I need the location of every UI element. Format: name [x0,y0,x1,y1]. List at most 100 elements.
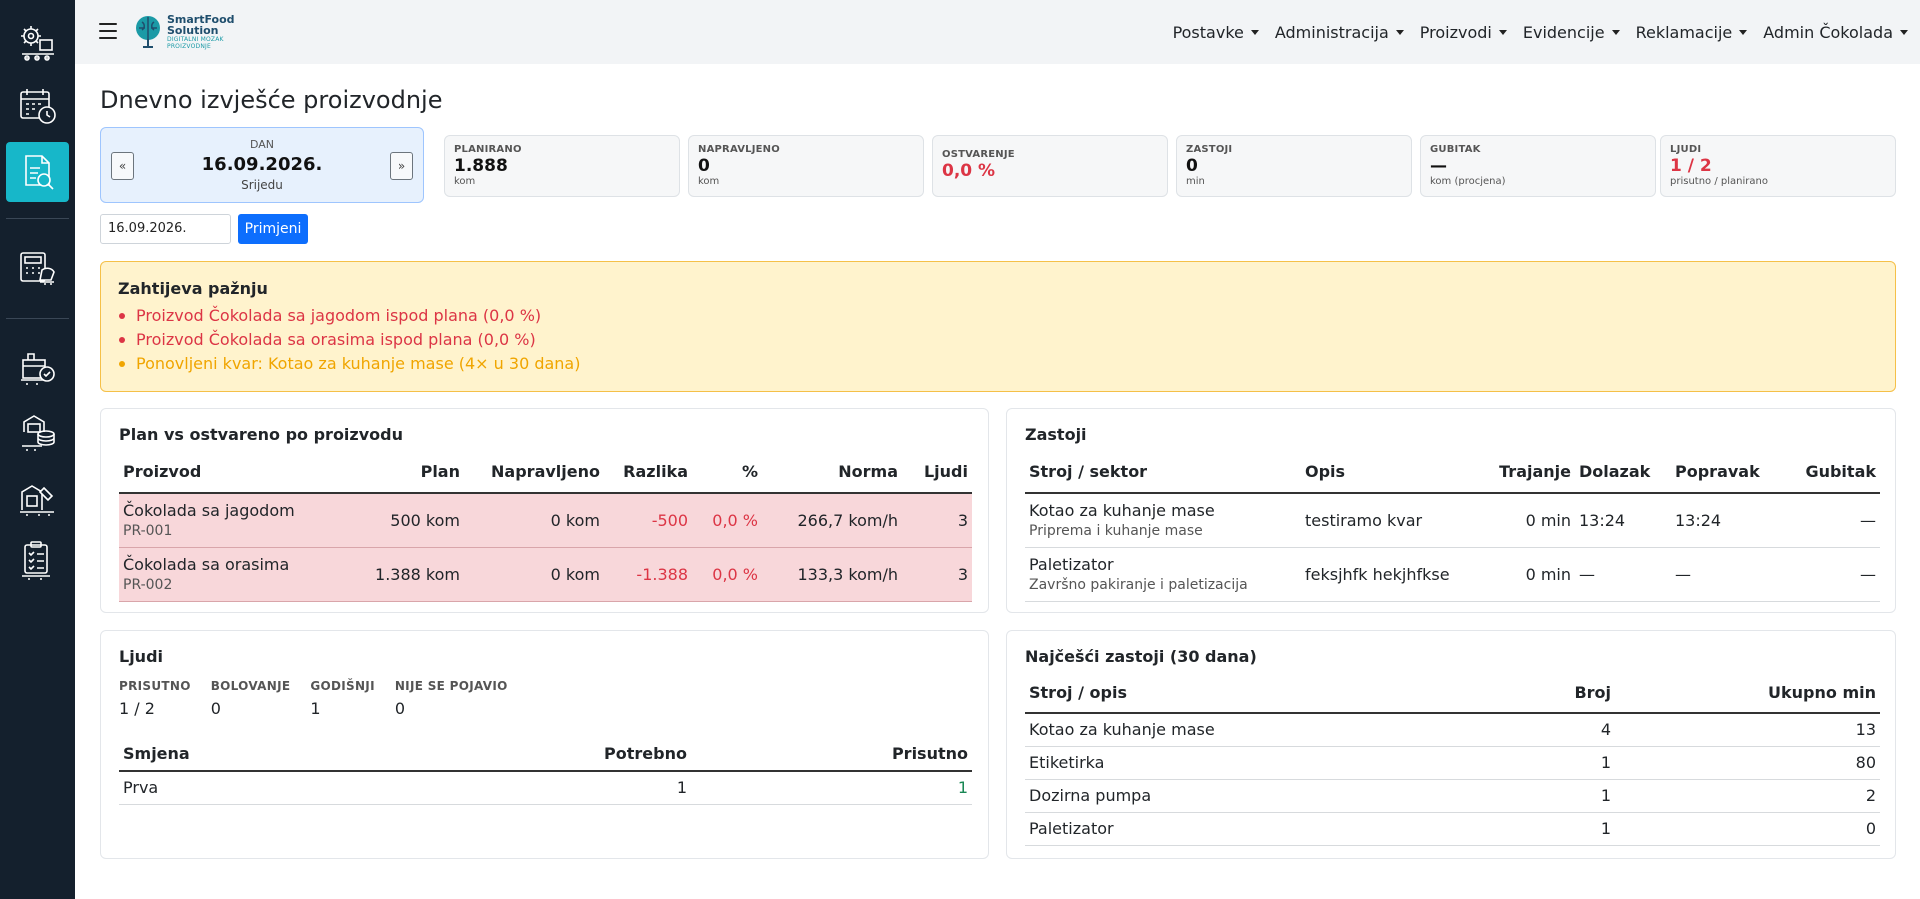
sector-name: Završno pakiranje i paletizacija [1029,577,1248,593]
machine-icon [19,485,54,516]
menu-toggle-icon[interactable] [99,23,117,39]
table-row[interactable]: Čokolada sa orasima PR-002 1.388 kom 0 ko… [119,547,972,602]
kpi-unit: min [1186,176,1205,187]
total-cell: 0 [1615,812,1880,846]
kpi-unit: kom [454,176,476,187]
kpi-unit: kom [698,176,720,187]
loss-cell: — [1785,547,1880,602]
nav-evidencije[interactable]: Evidencije [1523,23,1620,42]
present-cell: 1 [691,771,972,805]
caret-down-icon [1739,29,1748,35]
product-code: PR-001 [123,523,173,540]
col-header: Proizvod [119,451,347,494]
report-icon [24,155,54,190]
nav-label: Proizvodi [1419,22,1492,42]
col-header: Razlika [604,451,692,494]
nav-proizvodi[interactable]: Proizvodi [1420,23,1507,42]
day-label: DAN [249,138,275,151]
logo-subtitle-line1: DIGITALNI MOZAK [167,36,224,43]
coins-icon [21,415,55,451]
needed-cell: 1 [405,771,691,805]
people-cell: 3 [902,493,972,548]
kpi-achievement: OSTVARENJE 0,0 % [932,135,1168,197]
frequent-downtime-table: Stroj / opis Broj Ukupno min Kotao za ku… [1025,673,1880,846]
sidebar-item-calendar[interactable] [6,76,69,136]
alert-item-text: Proizvod Čokolada sa orasima ispod plana… [136,330,536,349]
nav-postavke[interactable]: Postavke [1173,23,1259,42]
bullet-icon [119,337,125,343]
col-header: Smjena [119,737,405,772]
caret-down-icon [1498,29,1507,35]
apply-button[interactable]: Primjeni [238,214,308,244]
col-header: % [692,451,762,494]
made-cell: 0 kom [464,547,604,602]
machine-name: Paletizator [1029,555,1114,574]
brand-logo[interactable]: SmartFood Solution DIGITALNI MOZAK PROIZ… [133,12,235,52]
sidebar-item-calculations[interactable] [6,238,69,298]
col-header: Opis [1301,451,1481,494]
duration-cell: 0 min [1481,547,1575,602]
sidebar-item-machines[interactable] [6,466,69,526]
stat-label: PRISUTNO [119,679,191,693]
table-row[interactable]: Dozirna pumpa 1 2 [1025,779,1880,813]
day-date: 16.09.2026. [201,154,323,175]
date-input[interactable]: 16.09.2026. [100,214,231,244]
people-stats: PRISUTNO 1 / 2 BOLOVANJE 0 GODIŠNJI 1 NIJE … [119,679,528,718]
kpi-label: ZASTOJI [1186,144,1233,155]
kpi-value: 0,0 % [942,161,996,181]
pct-cell: 0,0 % [692,547,762,602]
kpi-planned: PLANIRANO 1.888 kom [444,135,680,197]
nav-reklamacije[interactable]: Reklamacije [1636,23,1748,42]
caret-down-icon [1395,29,1404,35]
sidebar-item-settings[interactable] [6,12,69,72]
next-day-button[interactable]: » [390,152,413,180]
col-header: Stroj / sektor [1025,451,1301,494]
machine-cell: Paletizator Završno pakiranje i paletizac… [1025,547,1301,602]
count-cell: 1 [1405,779,1615,813]
settings-conveyor-icon [20,26,54,61]
machine-cell: Kotao za kuhanje mase Priprema i kuhanje … [1025,493,1301,548]
nav-administracija[interactable]: Administracija [1275,23,1404,42]
sidebar [0,0,75,899]
alert-item-text: Ponovljeni kvar: Kotao za kuhanje mase (… [136,354,581,373]
table-row[interactable]: Prva 1 1 [119,771,972,805]
table-row[interactable]: Paletizator Završno pakiranje i paletizac… [1025,547,1880,602]
sidebar-item-daily-report[interactable] [6,142,69,202]
kpi-unit: prisutno / planirano [1670,176,1768,187]
nav-label: Admin Čokolada [1763,22,1893,42]
table-row[interactable]: Kotao za kuhanje mase Priprema i kuhanje … [1025,493,1880,548]
day-weekday: Srijedu [241,178,283,192]
alert-item: Ponovljeni kvar: Kotao za kuhanje mase (… [118,352,1878,376]
sidebar-item-production[interactable] [6,338,69,398]
kpi-made: NAPRAVLJENO 0 kom [688,135,924,197]
table-row[interactable]: Paletizator 1 0 [1025,812,1880,846]
sidebar-item-checklists[interactable] [6,530,69,590]
table-row[interactable]: Kotao za kuhanje mase 4 13 [1025,713,1880,747]
product-name: Čokolada sa jagodom [123,501,295,521]
card-title: Ljudi [119,647,164,666]
stat-value: 0 [394,699,406,718]
table-row[interactable]: Čokolada sa jagodom PR-001 500 kom 0 kom … [119,493,972,548]
nav-label: Administracija [1274,22,1389,42]
kpi-value: 0 [698,156,710,176]
total-cell: 80 [1615,746,1880,780]
stat-value: 1 [310,699,321,718]
product-cell: Čokolada sa orasima PR-002 [119,547,347,602]
repair-cell: 13:24 [1671,493,1785,548]
sidebar-item-costs[interactable] [6,402,69,462]
col-header: Potrebno [405,737,691,772]
diff-cell: -500 [604,493,692,548]
pct-cell: 0,0 % [692,493,762,548]
top-navbar: SmartFood Solution DIGITALNI MOZAK PROIZ… [75,0,1920,64]
kpi-label: LJUDI [1670,144,1702,155]
calculator-icon [19,252,55,285]
nav-label: Reklamacije [1635,22,1733,42]
kpi-label: GUBITAK [1430,144,1481,155]
logo-title-line2: Solution [167,24,219,37]
caret-down-icon [1250,29,1259,35]
nav-user-menu[interactable]: Admin Čokolada [1763,23,1908,42]
table-row[interactable]: Etiketirka 1 80 [1025,746,1880,780]
repair-cell: — [1671,547,1785,602]
prev-day-button[interactable]: « [111,152,134,180]
people-cell: 3 [902,547,972,602]
